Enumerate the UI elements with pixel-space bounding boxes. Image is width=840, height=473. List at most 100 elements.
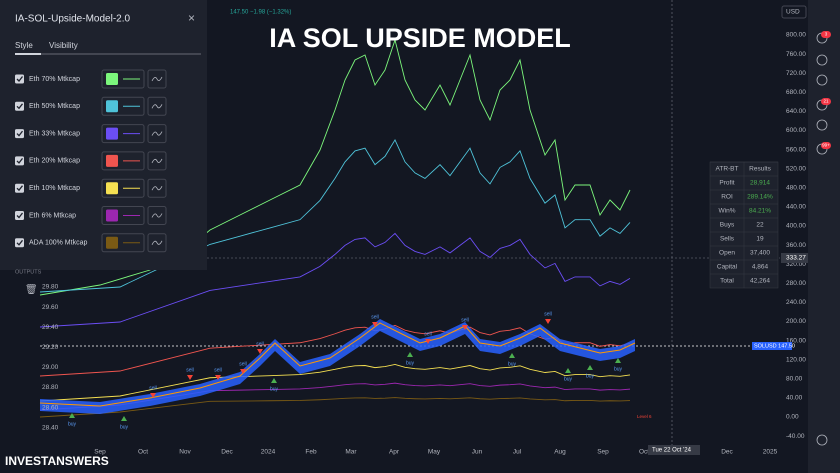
style-icon [151,213,163,218]
chart-area: buy buy sell sell sell sell sell buy sell buy sell… [39,0,780,445]
signal-marker [587,365,593,370]
x-tick-label: Apr [389,449,400,456]
checkbox[interactable] [15,211,24,220]
y-tick-label: 80.00 [786,376,803,383]
style-box[interactable] [147,178,167,198]
style-icon [151,186,163,191]
item-name: Eth 50% Mtkcap [29,103,80,110]
signal-label: sell [371,314,379,320]
stats-value: 28,914 [750,180,770,187]
checkbox[interactable] [15,74,24,84]
style-box[interactable] [147,206,167,225]
signal-marker [150,393,156,398]
badge-text: 21 [823,99,829,104]
swatch-box[interactable] [101,151,145,171]
checkbox[interactable] [15,183,24,193]
stats-key: Open [719,250,735,257]
model-line [39,363,631,402]
signal-marker [215,375,221,380]
x-tick-label: Mar [345,449,357,456]
checkbox[interactable] [15,238,24,248]
toolbar-icon[interactable] [816,54,828,66]
headline: IA SOL UPSIDE MODEL [269,23,571,53]
trash-icon[interactable]: 🗑 [25,284,38,296]
tab[interactable]: Style [15,41,33,50]
checkbox[interactable] [15,101,24,111]
toolbar-icon[interactable] [816,434,828,446]
toolbar-icon[interactable] [816,74,828,86]
signal-label: buy [68,421,77,427]
checkmark [16,103,24,110]
swatch-box[interactable] [101,124,145,144]
y-tick-label: 360.00 [786,242,806,249]
badge [821,98,831,105]
signal-marker [565,368,571,373]
checkbox[interactable] [15,156,24,166]
stats-value: 289.14% [747,194,773,201]
close-icon[interactable]: × [188,11,195,25]
model-line [39,382,631,411]
model-line [39,232,631,328]
x-tick-label: May [428,449,441,456]
style-box[interactable] [147,233,167,253]
date-tag [648,445,700,455]
style-box[interactable] [147,96,167,116]
signal-marker [407,352,413,357]
currency-box[interactable] [781,5,807,19]
signal-label: buy [564,376,573,382]
left-tick-label: 28.80 [42,384,59,391]
left-tick-label: 28.60 [42,404,59,411]
checkmark [16,185,24,192]
signal-marker [372,322,378,327]
tab-indicator [15,53,41,55]
price-tag-text: SOLUSD 147.50 [754,343,795,349]
swatch-box[interactable] [101,69,145,89]
style-box[interactable] [147,151,167,171]
item-name: Eth 10% Mtkcap [29,185,80,192]
swatch-box[interactable] [101,233,145,253]
swatch-box[interactable] [101,206,145,225]
x-tick-label: Oct [138,449,148,456]
x-tick-label: Jul [513,449,522,456]
left-tick-label: 29.00 [42,364,59,371]
left-tick-label: 28.40 [42,424,59,431]
signal-label: buy [614,366,623,372]
swatch-box[interactable] [101,96,145,116]
stats-value: 4,864 [752,264,769,271]
style-box[interactable] [147,124,167,144]
date-tag-text: Tue 22 Oct '24 [652,448,692,454]
signal-label: sell [149,385,157,391]
signal-label: buy [270,386,279,392]
signal-marker [509,353,515,358]
toolbar-icon[interactable] [816,119,828,131]
model-line [39,38,631,296]
signal-label: buy [406,360,415,366]
left-tick-label: 29.20 [42,344,59,351]
x-tick-label: Dec [221,449,233,456]
badge [821,31,831,38]
stats-key: ATR-BT [716,166,739,173]
y-tick-label: 680.00 [786,89,806,96]
checkbox[interactable] [15,129,24,139]
tab[interactable]: Visibility [49,41,78,50]
signal-label: buy [508,361,517,367]
checkmark [16,158,24,164]
stats-value: 37,400 [750,250,770,257]
style-box[interactable] [147,69,167,89]
currency: USD [786,9,800,16]
swatch-box[interactable] [101,178,145,198]
signal-marker [545,319,551,324]
y-tick-label: 240.00 [786,299,806,306]
signal-marker [69,413,75,418]
logo: INVESTANSWERS [5,454,109,468]
badge-text: 3 [825,32,828,37]
x-tick-label: Jun [472,449,483,456]
y-tick-label: 480.00 [786,185,806,192]
left-tick-label: 29.60 [42,304,59,311]
y-tick-label: 800.00 [786,32,806,39]
signal-marker [425,339,431,344]
y-tick-label: 120.00 [786,356,806,363]
stats-key: Buys [720,222,735,229]
item-name: Eth 20% Mtkcap [29,158,80,165]
